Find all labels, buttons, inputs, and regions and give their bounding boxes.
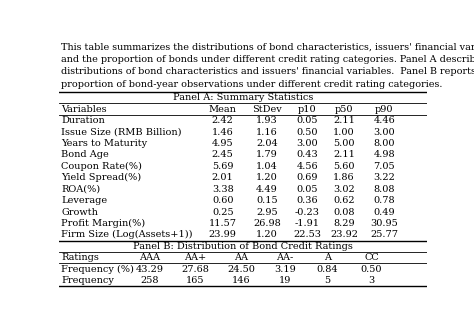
Text: Yield Spread(%): Yield Spread(%) [61, 173, 141, 182]
Text: 2.42: 2.42 [212, 116, 234, 125]
Text: Frequency (%): Frequency (%) [61, 265, 134, 274]
Text: 23.99: 23.99 [209, 230, 237, 239]
Text: Duration: Duration [61, 116, 105, 125]
Text: 146: 146 [232, 276, 250, 285]
Text: 23.92: 23.92 [330, 230, 358, 239]
Text: 4.95: 4.95 [212, 139, 234, 148]
Text: Firm Size (Log(Assets+1)): Firm Size (Log(Assets+1)) [61, 230, 192, 239]
Text: 27.68: 27.68 [181, 265, 209, 274]
Text: 0.05: 0.05 [296, 116, 318, 125]
Text: 2.04: 2.04 [256, 139, 278, 148]
Text: 0.69: 0.69 [296, 173, 318, 182]
Text: Coupon Rate(%): Coupon Rate(%) [61, 162, 142, 171]
Text: Variables: Variables [61, 105, 107, 114]
Text: 4.46: 4.46 [374, 116, 395, 125]
Text: 0.15: 0.15 [256, 196, 278, 205]
Text: 8.08: 8.08 [374, 185, 395, 194]
Text: 2.11: 2.11 [333, 116, 355, 125]
Text: Years to Maturity: Years to Maturity [61, 139, 147, 148]
Text: 258: 258 [140, 276, 158, 285]
Text: 0.49: 0.49 [374, 208, 395, 216]
Text: 0.50: 0.50 [361, 265, 382, 274]
Text: Profit Margin(%): Profit Margin(%) [61, 219, 145, 228]
Text: 2.01: 2.01 [212, 173, 234, 182]
Text: 5.00: 5.00 [333, 139, 355, 148]
Text: 5: 5 [324, 276, 330, 285]
Text: 24.50: 24.50 [227, 265, 255, 274]
Text: 3.02: 3.02 [333, 185, 355, 194]
Text: 19: 19 [279, 276, 292, 285]
Text: AA-: AA- [276, 253, 294, 262]
Text: p10: p10 [298, 105, 317, 114]
Text: A: A [324, 253, 331, 262]
Text: 26.98: 26.98 [253, 219, 281, 228]
Text: 0.60: 0.60 [212, 196, 234, 205]
Text: AAA: AAA [139, 253, 160, 262]
Text: 2.11: 2.11 [333, 150, 355, 159]
Text: 0.25: 0.25 [212, 208, 234, 216]
Text: 0.36: 0.36 [296, 196, 318, 205]
Text: 4.56: 4.56 [296, 162, 318, 171]
Text: StDev: StDev [252, 105, 282, 114]
Text: Mean: Mean [209, 105, 237, 114]
Text: 22.53: 22.53 [293, 230, 321, 239]
Text: distributions of bond characteristics and issuers' financial variables.  Panel B: distributions of bond characteristics an… [61, 67, 474, 76]
Text: ROA(%): ROA(%) [61, 185, 100, 194]
Text: 1.20: 1.20 [256, 230, 278, 239]
Text: 5.60: 5.60 [333, 162, 355, 171]
Text: Frequency: Frequency [61, 276, 114, 285]
Text: Growth: Growth [61, 208, 98, 216]
Text: Bond Age: Bond Age [61, 150, 109, 159]
Text: 25.77: 25.77 [370, 230, 398, 239]
Text: 3.22: 3.22 [374, 173, 395, 182]
Text: 11.57: 11.57 [209, 219, 237, 228]
Text: 0.62: 0.62 [333, 196, 355, 205]
Text: 0.78: 0.78 [374, 196, 395, 205]
Text: Issue Size (RMB Billion): Issue Size (RMB Billion) [61, 127, 182, 136]
Text: p90: p90 [375, 105, 393, 114]
Text: p50: p50 [335, 105, 353, 114]
Text: 4.49: 4.49 [256, 185, 278, 194]
Text: 0.84: 0.84 [317, 265, 338, 274]
Text: 1.93: 1.93 [256, 116, 278, 125]
Text: 0.50: 0.50 [296, 127, 318, 136]
Text: 3.00: 3.00 [296, 139, 318, 148]
Text: 5.69: 5.69 [212, 162, 234, 171]
Text: -1.91: -1.91 [295, 219, 319, 228]
Text: 2.95: 2.95 [256, 208, 278, 216]
Text: 8.29: 8.29 [333, 219, 355, 228]
Text: Leverage: Leverage [61, 196, 107, 205]
Text: 30.95: 30.95 [371, 219, 398, 228]
Text: 3.00: 3.00 [374, 127, 395, 136]
Text: Ratings: Ratings [61, 253, 99, 262]
Text: 3.38: 3.38 [212, 185, 234, 194]
Text: and the proportion of bonds under different credit rating categories. Panel A de: and the proportion of bonds under differ… [61, 55, 474, 64]
Text: 0.08: 0.08 [333, 208, 355, 216]
Text: CC: CC [364, 253, 379, 262]
Text: Panel A: Summary Statistics: Panel A: Summary Statistics [173, 93, 313, 102]
Text: AA+: AA+ [184, 253, 206, 262]
Text: 3: 3 [368, 276, 374, 285]
Text: 1.79: 1.79 [256, 150, 278, 159]
Text: This table summarizes the distributions of bond characteristics, issuers' financ: This table summarizes the distributions … [61, 43, 474, 52]
Text: 3.19: 3.19 [274, 265, 296, 274]
Text: Panel B: Distribution of Bond Credit Ratings: Panel B: Distribution of Bond Credit Rat… [133, 242, 353, 251]
Text: -0.23: -0.23 [295, 208, 319, 216]
Text: 7.05: 7.05 [374, 162, 395, 171]
Text: 1.04: 1.04 [256, 162, 278, 171]
Text: 1.86: 1.86 [333, 173, 355, 182]
Text: AA: AA [234, 253, 248, 262]
Text: 1.20: 1.20 [256, 173, 278, 182]
Text: 8.00: 8.00 [374, 139, 395, 148]
Text: 0.43: 0.43 [296, 150, 318, 159]
Text: proportion of bond-year observations under different credit rating categories.: proportion of bond-year observations und… [61, 80, 442, 89]
Text: 1.00: 1.00 [333, 127, 355, 136]
Text: 4.98: 4.98 [374, 150, 395, 159]
Text: 165: 165 [186, 276, 204, 285]
Text: 1.16: 1.16 [256, 127, 278, 136]
Text: 0.05: 0.05 [296, 185, 318, 194]
Text: 1.46: 1.46 [212, 127, 234, 136]
Text: 2.45: 2.45 [212, 150, 234, 159]
Text: 43.29: 43.29 [135, 265, 163, 274]
